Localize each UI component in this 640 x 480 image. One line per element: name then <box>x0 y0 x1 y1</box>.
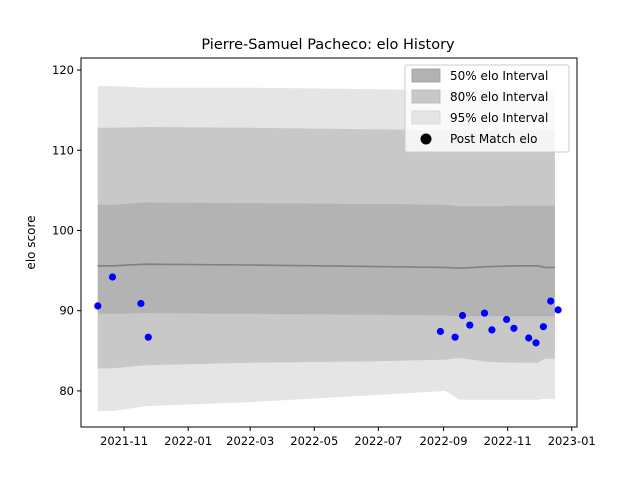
post-match-point <box>503 315 511 324</box>
mean-elo-line <box>97 263 555 270</box>
post-match-point <box>510 324 518 332</box>
x-tick-label: 2022-05 <box>290 434 338 448</box>
plot-frame <box>80 57 578 428</box>
y-tick-label: 120 <box>52 63 74 77</box>
x-tick-label: 2022-11 <box>484 434 532 448</box>
legend-label-80: 80% elo Interval <box>450 90 548 104</box>
post-match-point <box>144 333 152 341</box>
post-match-point <box>458 311 467 320</box>
post-match-point <box>480 309 489 317</box>
legend: 50% elo Interval 80% elo Interval 95% el… <box>404 64 570 153</box>
post-match-point <box>525 334 533 342</box>
legend-swatch-80 <box>411 89 441 104</box>
y-tick-label: 90 <box>59 304 74 318</box>
legend-box <box>404 64 570 153</box>
post-match-point <box>488 326 496 334</box>
post-match-point <box>539 323 548 331</box>
post-match-point <box>108 273 117 281</box>
post-match-point <box>94 302 102 310</box>
post-match-point <box>451 333 459 341</box>
x-tick-label: 2022-09 <box>420 434 468 448</box>
x-tick-label: 2021-11 <box>100 434 148 448</box>
legend-label-50: 50% elo Interval <box>450 69 548 83</box>
legend-swatch-95 <box>411 110 441 125</box>
legend-label-post-match: Post Match elo <box>450 132 537 146</box>
x-tick-label: 2022-03 <box>226 434 274 448</box>
y-tick-label: 110 <box>52 143 74 157</box>
chart-title: Pierre-Samuel Pacheco: elo History <box>201 37 455 53</box>
x-axis: 2021-11 2022-01 2022-03 2022-05 2022-07 2022-… <box>100 427 596 448</box>
x-tick-label: 2022-07 <box>354 434 402 448</box>
y-axis: 80 90 100 110 120 <box>52 63 81 398</box>
y-tick-label: 80 <box>59 384 74 398</box>
y-tick-label: 100 <box>52 223 74 237</box>
post-match-point <box>547 297 555 305</box>
legend-marker-post-match <box>420 133 432 145</box>
x-tick-label: 2022-01 <box>164 434 212 448</box>
legend-swatch-50 <box>411 68 441 83</box>
post-match-point <box>532 339 540 347</box>
post-match-points <box>94 273 562 347</box>
x-tick-label: 2023-01 <box>548 434 596 448</box>
post-match-point <box>436 327 444 336</box>
y-axis-label: elo score <box>24 215 38 269</box>
post-match-point <box>466 321 474 329</box>
post-match-point <box>554 306 562 314</box>
band-50 <box>97 202 555 317</box>
plot-area <box>94 86 562 411</box>
post-match-point <box>137 299 145 308</box>
legend-label-95: 95% elo Interval <box>450 111 548 125</box>
